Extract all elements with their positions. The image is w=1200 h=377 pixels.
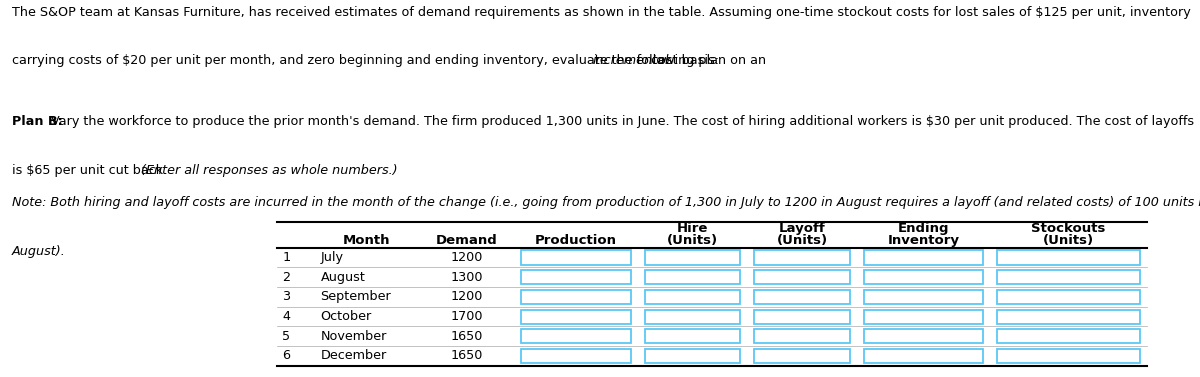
Text: Production: Production (535, 234, 617, 247)
Text: 5: 5 (282, 330, 290, 343)
Text: is $65 per unit cut back.: is $65 per unit cut back. (12, 164, 172, 177)
Bar (864, 310, 983, 324)
Bar (755, 250, 850, 265)
Text: 1200: 1200 (451, 290, 484, 303)
Text: December: December (320, 349, 386, 363)
Text: (Units): (Units) (667, 234, 719, 247)
Bar (755, 270, 850, 284)
Text: Plan B:: Plan B: (12, 115, 62, 127)
Text: November: November (320, 330, 386, 343)
Bar (646, 250, 740, 265)
Bar (864, 270, 983, 284)
Text: cost basis:: cost basis: (647, 54, 719, 67)
Text: 3: 3 (282, 290, 290, 303)
Bar (646, 310, 740, 324)
Bar (755, 310, 850, 324)
Text: 1200: 1200 (451, 251, 484, 264)
Text: 1300: 1300 (450, 271, 484, 284)
Bar (997, 290, 1140, 304)
Text: Month: Month (343, 234, 391, 247)
Bar (522, 329, 631, 343)
Bar (755, 329, 850, 343)
Text: Hire: Hire (677, 222, 708, 235)
Bar (864, 290, 983, 304)
Text: carrying costs of $20 per unit per month, and zero beginning and ending inventor: carrying costs of $20 per unit per month… (12, 54, 770, 67)
Text: (Units): (Units) (776, 234, 828, 247)
Bar (755, 349, 850, 363)
Bar (522, 290, 631, 304)
Bar (997, 250, 1140, 265)
Text: August).: August). (12, 245, 66, 258)
Text: The S&OP team at Kansas Furniture, has received estimates of demand requirements: The S&OP team at Kansas Furniture, has r… (12, 6, 1190, 18)
Bar (755, 290, 850, 304)
Bar (522, 270, 631, 284)
Bar (997, 310, 1140, 324)
Text: 1650: 1650 (451, 349, 484, 363)
Bar (997, 329, 1140, 343)
Text: incremental: incremental (592, 54, 668, 67)
Text: August: August (320, 271, 365, 284)
Text: 2: 2 (282, 271, 290, 284)
Bar (646, 290, 740, 304)
Text: Ending: Ending (898, 222, 949, 235)
Bar (522, 250, 631, 265)
Text: Stockouts: Stockouts (1031, 222, 1105, 235)
Text: 1700: 1700 (450, 310, 484, 323)
Bar (864, 349, 983, 363)
Bar (864, 329, 983, 343)
Bar (864, 250, 983, 265)
Bar (522, 349, 631, 363)
Text: 6: 6 (282, 349, 290, 363)
Text: Note: Both hiring and layoff costs are incurred in the month of the change (i.e.: Note: Both hiring and layoff costs are i… (12, 196, 1200, 209)
Text: Demand: Demand (436, 234, 498, 247)
Text: 4: 4 (282, 310, 290, 323)
Text: 1: 1 (282, 251, 290, 264)
Bar (646, 329, 740, 343)
Text: 1650: 1650 (451, 330, 484, 343)
Text: (Units): (Units) (1043, 234, 1094, 247)
Bar (646, 270, 740, 284)
Text: Layoff: Layoff (779, 222, 826, 235)
Text: Vary the workforce to produce the prior month's demand. The firm produced 1,300 : Vary the workforce to produce the prior … (47, 115, 1194, 127)
Bar (646, 349, 740, 363)
Text: October: October (320, 310, 372, 323)
Bar (997, 270, 1140, 284)
Text: September: September (320, 290, 391, 303)
Text: Inventory: Inventory (887, 234, 959, 247)
Text: July: July (320, 251, 343, 264)
Bar (997, 349, 1140, 363)
Text: (Enter all responses as whole numbers.): (Enter all responses as whole numbers.) (140, 164, 397, 177)
Bar (522, 310, 631, 324)
